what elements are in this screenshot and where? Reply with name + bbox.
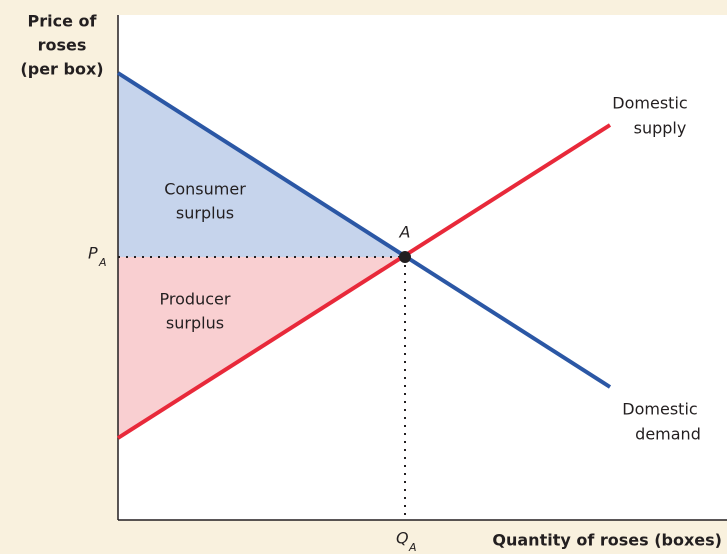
- y-axis-label: roses: [38, 36, 87, 55]
- demand-label: demand: [635, 425, 701, 444]
- consumer-surplus-label: surplus: [176, 204, 234, 223]
- equilibrium-point: [399, 251, 411, 263]
- price-label-sub: A: [98, 256, 107, 269]
- producer-surplus-label: Producer: [160, 290, 231, 309]
- demand-curve: [116, 71, 612, 389]
- y-axis-label: Price of: [28, 12, 98, 31]
- supply-label: Domestic: [612, 94, 687, 113]
- price-label: P: [88, 244, 98, 263]
- consumer-surplus-label: Consumer: [164, 180, 246, 199]
- quantity-label: Q: [396, 529, 409, 548]
- supply-curve: [116, 123, 612, 440]
- equilibrium-label: A: [399, 223, 411, 242]
- producer-surplus-label: surplus: [166, 314, 224, 333]
- quantity-label-sub: A: [408, 541, 417, 554]
- supply-label: supply: [634, 119, 687, 138]
- x-axis-label: Quantity of roses (boxes): [492, 531, 722, 550]
- y-axis-label: (per box): [20, 60, 103, 79]
- demand-label: Domestic: [622, 400, 697, 419]
